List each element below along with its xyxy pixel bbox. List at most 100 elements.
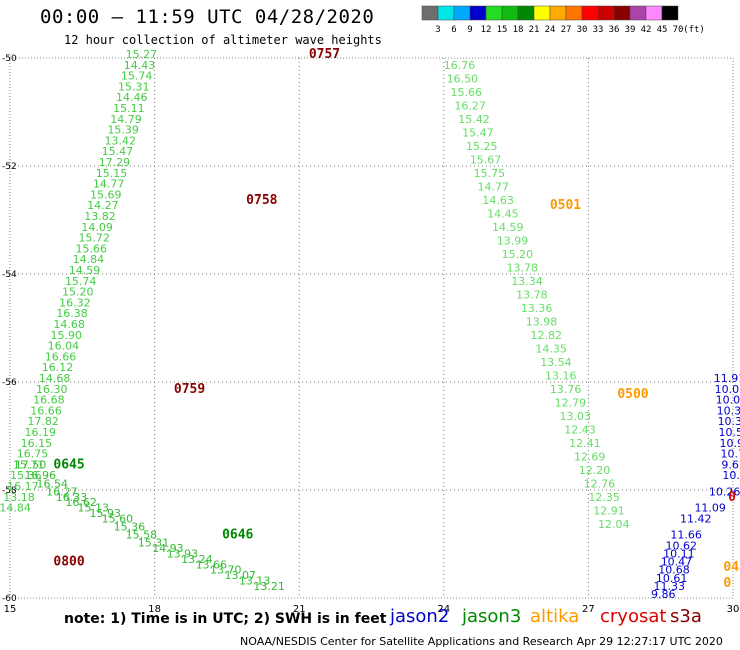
data-label: 16.27	[454, 99, 486, 112]
colorbar-label: 3	[435, 25, 440, 35]
data-label: 16.04	[48, 340, 80, 353]
data-label: 14.35	[535, 342, 567, 355]
y-tick-label: -54	[2, 270, 17, 280]
colorbar-label: 30	[577, 25, 588, 35]
data-label: 13.13	[239, 575, 271, 588]
data-label: 15.60	[102, 512, 134, 525]
data-label: 10.02	[716, 394, 740, 407]
colorbar-swatch	[453, 5, 471, 21]
data-label: 14.43	[124, 59, 156, 72]
data-label: 15.69	[90, 188, 122, 201]
colorbar-label: 70	[673, 25, 684, 35]
colorbar-swatch	[501, 5, 519, 21]
data-label: 13.78	[516, 288, 548, 301]
data-label: 12.04	[598, 518, 630, 531]
x-tick-label: 18	[148, 604, 161, 615]
colorbar-label: 6	[451, 25, 456, 35]
data-label: 17.82	[27, 415, 58, 428]
colorbar-label: 12	[481, 25, 492, 35]
data-label: 13.24	[181, 553, 213, 566]
x-tick-label: 27	[582, 604, 595, 615]
colorbar-swatch	[565, 5, 583, 21]
data-label: 13.16	[545, 369, 577, 382]
data-label: 16.32	[59, 296, 91, 309]
colorbar-label: 15	[497, 25, 508, 35]
data-label: 10.11	[663, 548, 695, 561]
colorbar-label: 33	[593, 25, 604, 35]
data-label: 13.82	[84, 210, 116, 223]
data-label: 12.20	[579, 464, 611, 477]
data-label: 14.46	[116, 91, 148, 104]
data-label: 16.33	[56, 491, 88, 504]
data-label: 10.08	[715, 383, 740, 396]
mission-s3a: s3a	[670, 606, 702, 627]
data-label: 13.36	[521, 302, 553, 315]
data-label: 16.38	[56, 307, 88, 320]
colorbar-swatch	[517, 5, 535, 21]
data-label: 14.68	[53, 318, 85, 331]
credit-line: NOAA/NESDIS Center for Satellite Applica…	[240, 635, 723, 648]
time-label: 0757	[309, 47, 340, 62]
time-label: 0500	[617, 387, 648, 402]
time-label: 0800	[53, 555, 84, 570]
plot-area: 15 18 21 24 27 30 -50 -52 -54 -56 -58 -60 15.2714.43…	[0, 47, 740, 615]
data-label: 16.15	[21, 437, 53, 450]
data-label: 15.90	[50, 329, 82, 342]
data-label: 12.82	[531, 329, 563, 342]
data-label: 14.59	[69, 264, 101, 277]
data-label: 14.59	[492, 221, 524, 234]
data-label: 12.76	[584, 477, 616, 490]
colorbar-label: 9	[467, 25, 472, 35]
mission-jason2: jason2	[390, 606, 450, 627]
data-label: 12.43	[564, 423, 596, 436]
y-tick-label: -58	[2, 486, 17, 496]
time-label: 04	[723, 560, 739, 575]
data-label: 14.63	[482, 194, 514, 207]
data-label: 14.45	[487, 207, 519, 220]
colorbar-swatch	[661, 5, 679, 21]
time-label: 0759	[174, 382, 205, 397]
colorbar-swatch	[421, 5, 439, 21]
time-label: 0646	[222, 528, 253, 543]
data-label: 15.67	[470, 153, 502, 166]
data-label: 14.84	[73, 253, 105, 266]
data-label: 15.36	[10, 469, 42, 482]
data-label: 11.91	[714, 372, 740, 385]
colorbar-label: 18	[513, 25, 524, 35]
data-label: 13.03	[559, 410, 591, 423]
data-label: 15.71	[13, 458, 44, 471]
data-label: 13.76	[550, 383, 582, 396]
mission-altika: altika	[530, 606, 580, 627]
data-label: 15.74	[65, 275, 97, 288]
data-label: 13.07	[224, 569, 256, 582]
data-label: 16.76	[444, 59, 476, 72]
data-label: 11.33	[653, 580, 685, 593]
data-label: 11.66	[670, 529, 702, 542]
data-label: 12.79	[555, 396, 587, 409]
x-tick-label: 21	[293, 604, 306, 615]
x-tick-label: 30	[727, 604, 740, 615]
data-label: 15.66	[76, 242, 108, 255]
data-label: 15.58	[126, 529, 157, 542]
data-label: 17.29	[99, 156, 131, 169]
data-label: 10.62	[666, 539, 698, 552]
colorbar-label: 45	[657, 25, 668, 35]
data-label: 12.91	[593, 504, 625, 517]
data-label: 16.96	[24, 469, 56, 482]
data-label: 14.79	[110, 113, 142, 126]
series-altika: 16.7616.5015.6616.2715.4215.4715.2515.67…	[444, 59, 630, 531]
data-label: 15.72	[78, 232, 110, 245]
y-tick-label: -50	[2, 54, 17, 64]
y-tick-label: -60	[2, 594, 17, 604]
data-label: 10.68	[658, 564, 690, 577]
colorbar-label: 21	[529, 25, 540, 35]
data-label: 10.96	[720, 437, 740, 450]
data-label: 9.67	[721, 458, 740, 471]
colorbar-swatch	[485, 5, 503, 21]
data-label: 12.41	[569, 437, 601, 450]
data-label: 16.50	[447, 72, 479, 85]
colorbar-swatch	[549, 5, 567, 21]
data-label: 12.35	[588, 491, 620, 504]
data-label: 16.75	[17, 448, 49, 461]
data-label: 15.75	[474, 167, 506, 180]
